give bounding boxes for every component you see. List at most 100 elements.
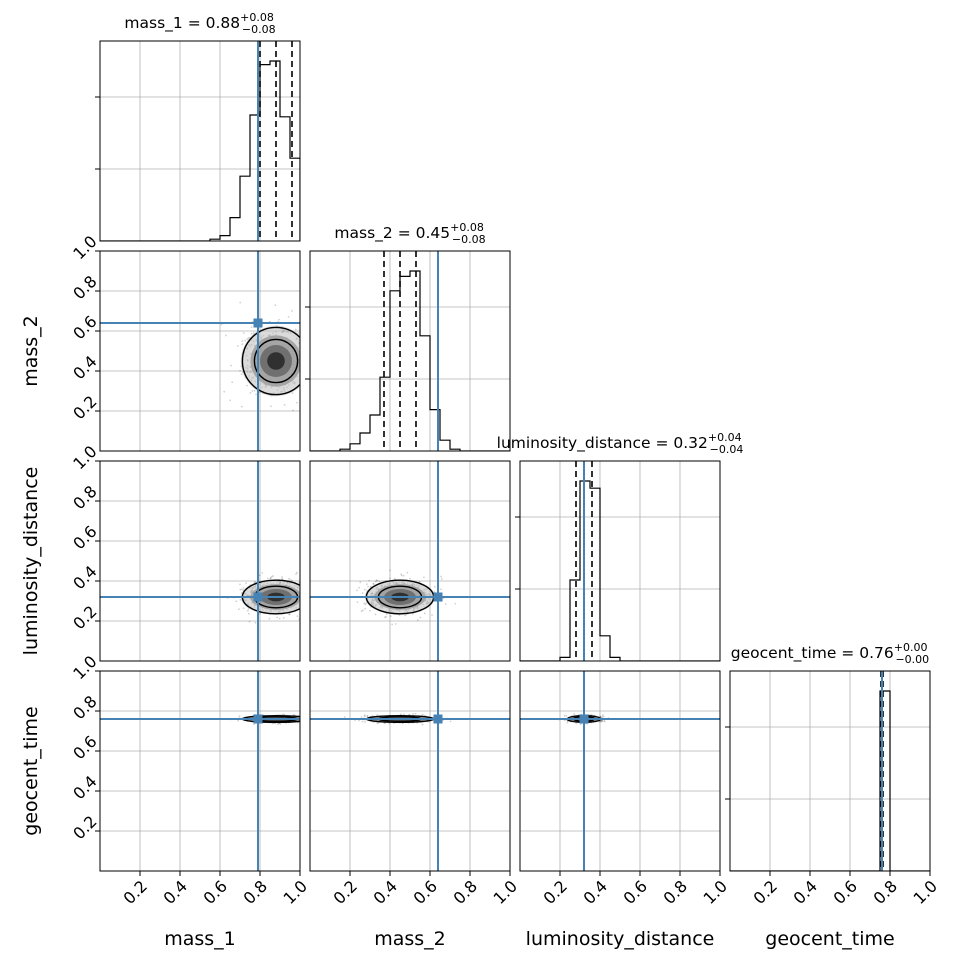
sample-point [440, 578, 443, 580]
sample-point [301, 715, 303, 717]
sample-point [250, 326, 253, 329]
sample-point [306, 719, 308, 721]
y-tick-label: 1.0 [69, 442, 100, 473]
sample-point [374, 580, 377, 583]
sample-point [306, 717, 308, 719]
sample-point [274, 304, 277, 307]
sample-point [236, 344, 239, 347]
y-tick-label: 0.2 [69, 812, 100, 843]
panel-frame [729, 670, 931, 872]
sample-point [409, 577, 411, 580]
sample-point [302, 598, 304, 600]
sample-point [302, 368, 304, 370]
y-tick-label: 0.6 [69, 732, 100, 763]
y-tick-label: 0.8 [69, 272, 100, 303]
y-tick-label: 0.6 [69, 312, 100, 343]
sample-point [385, 615, 387, 618]
sample-point [304, 718, 306, 720]
sample-point [303, 376, 305, 378]
sample-point [376, 579, 379, 582]
x-tick-label: 0.8 [660, 877, 691, 908]
panel-background [520, 461, 720, 661]
sample-point [272, 575, 274, 577]
sample-point [600, 720, 603, 723]
y-tick-label: 0.2 [69, 392, 100, 423]
x-tick-label: 0.8 [870, 877, 901, 908]
sample-point [239, 301, 242, 304]
panel-frame [99, 250, 301, 452]
sample-point [294, 328, 297, 331]
sample-point [295, 573, 297, 576]
x-tick-label: 0.4 [580, 877, 611, 908]
sample-point [300, 361, 302, 363]
x-tick-label: 1.0 [490, 877, 521, 908]
sample-point [239, 598, 242, 601]
sample-point [223, 390, 226, 393]
sample-point [242, 332, 245, 334]
x-axis-label-geocent_time: geocent_time [765, 928, 894, 950]
sample-point [304, 333, 306, 335]
sample-point [296, 401, 298, 404]
x-tick-label: 0.2 [750, 877, 781, 908]
sample-point [306, 600, 308, 602]
sample-point [240, 588, 243, 590]
sample-point [238, 715, 241, 718]
sample-point [363, 714, 366, 717]
sample-point [366, 715, 369, 718]
sample-point [394, 577, 396, 580]
sample-point [601, 719, 603, 722]
sample-point [287, 315, 290, 318]
sample-point [249, 391, 252, 394]
sample-point [281, 713, 284, 716]
sample-point [305, 717, 307, 719]
sample-point [300, 365, 302, 367]
y-tick-label: 0.4 [69, 352, 100, 383]
sample-point [239, 583, 241, 586]
sample-point [300, 375, 302, 377]
sample-point [360, 610, 363, 612]
sample-point [575, 722, 578, 725]
panel-frame [309, 670, 511, 872]
sample-point [278, 617, 281, 620]
y-axis-label-luminosity_distance: luminosity_distance [20, 467, 42, 656]
sample-point [371, 714, 374, 717]
sample-point [367, 585, 370, 588]
sample-point [306, 390, 308, 392]
sample-point [244, 339, 247, 342]
histogram-panel-mass_1: mass_1 = 0.88+0.08 −0.08 [95, 11, 301, 242]
panel-frame [309, 460, 511, 662]
sample-point [259, 612, 261, 615]
panel-background [100, 41, 300, 241]
sample-point [403, 713, 405, 716]
sample-point [308, 717, 310, 719]
sample-point [418, 580, 421, 583]
sample-point [302, 585, 304, 587]
sample-point [254, 621, 257, 624]
sample-point [242, 607, 245, 610]
y-axis-label-mass_2: mass_2 [20, 315, 42, 387]
sample-point [356, 601, 359, 604]
x-tick-label: 0.2 [120, 877, 151, 908]
sample-point [359, 581, 362, 584]
sample-point [246, 609, 249, 612]
sample-point [440, 588, 442, 591]
sample-point [364, 603, 367, 606]
sample-point [258, 574, 261, 577]
sample-point [361, 592, 364, 595]
sample-point [303, 604, 305, 606]
sample-point [276, 616, 279, 619]
sample-point [366, 714, 369, 717]
sample-point [229, 399, 232, 402]
sample-point [454, 602, 457, 605]
sample-point [241, 340, 244, 343]
sample-point [302, 592, 304, 594]
truth-marker [433, 592, 443, 602]
sample-point [301, 372, 303, 374]
truth-marker [579, 714, 589, 724]
y-tick-label: 0.8 [69, 692, 100, 723]
sample-point [301, 602, 303, 604]
x-tick-label: 1.0 [910, 877, 941, 908]
scatter-panel-mass_1-vs-luminosity_distance: 0.2 0.4 0.6 0.8 1.0 luminosity_distance [20, 442, 308, 662]
sample-point [302, 719, 304, 721]
